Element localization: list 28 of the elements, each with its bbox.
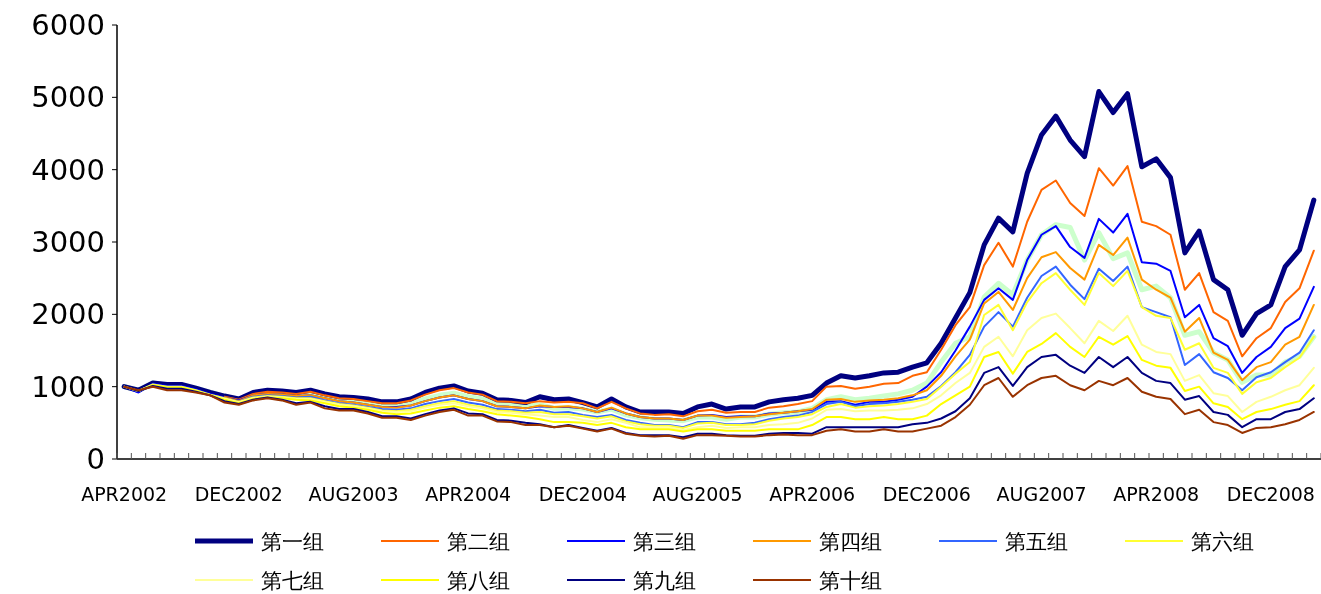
legend-label: 第二组 [447,530,510,554]
x-tick-label: AUG2005 [652,483,743,505]
x-tick-label: DEC2004 [538,483,627,505]
x-tick-label: APR2006 [769,483,856,505]
y-tick-label: 6000 [31,8,105,42]
x-tick-label: APR2002 [81,483,168,505]
x-tick-label: DEC2006 [882,483,971,505]
y-tick-label: 5000 [31,80,105,115]
x-tick-label: APR2004 [425,483,512,505]
x-tick-label: APR2008 [1113,483,1200,505]
legend-label: 第七组 [261,569,324,593]
y-tick-label: 1000 [31,369,105,404]
legend-label: 第六组 [1191,530,1254,554]
y-tick-label: 4000 [31,152,105,187]
legend-label: 第八组 [447,569,510,593]
legend-label: 第九组 [633,569,696,593]
legend-label: 第三组 [633,530,696,554]
legend-label: 第五组 [1005,530,1068,554]
y-tick-label: 3000 [31,225,105,259]
x-tick-label: AUG2003 [308,483,399,505]
y-tick-label: 2000 [31,297,105,332]
x-tick-label: DEC2008 [1226,483,1315,505]
y-tick-label: 0 [86,442,105,476]
legend-label: 第十组 [819,569,882,593]
x-tick-label: DEC2002 [194,483,283,505]
legend-label: 第一组 [261,530,324,554]
legend-label: 第四组 [819,530,882,554]
x-tick-label: AUG2007 [996,483,1087,505]
